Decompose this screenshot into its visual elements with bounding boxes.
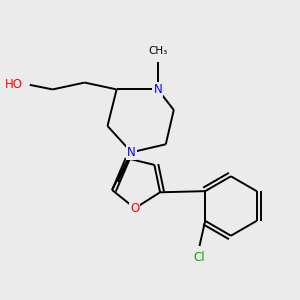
- Text: O: O: [130, 202, 140, 215]
- Text: N: N: [153, 83, 162, 96]
- Text: Cl: Cl: [194, 251, 205, 264]
- Text: CH₃: CH₃: [148, 46, 167, 56]
- Text: N: N: [127, 146, 136, 159]
- Text: HO: HO: [5, 78, 23, 92]
